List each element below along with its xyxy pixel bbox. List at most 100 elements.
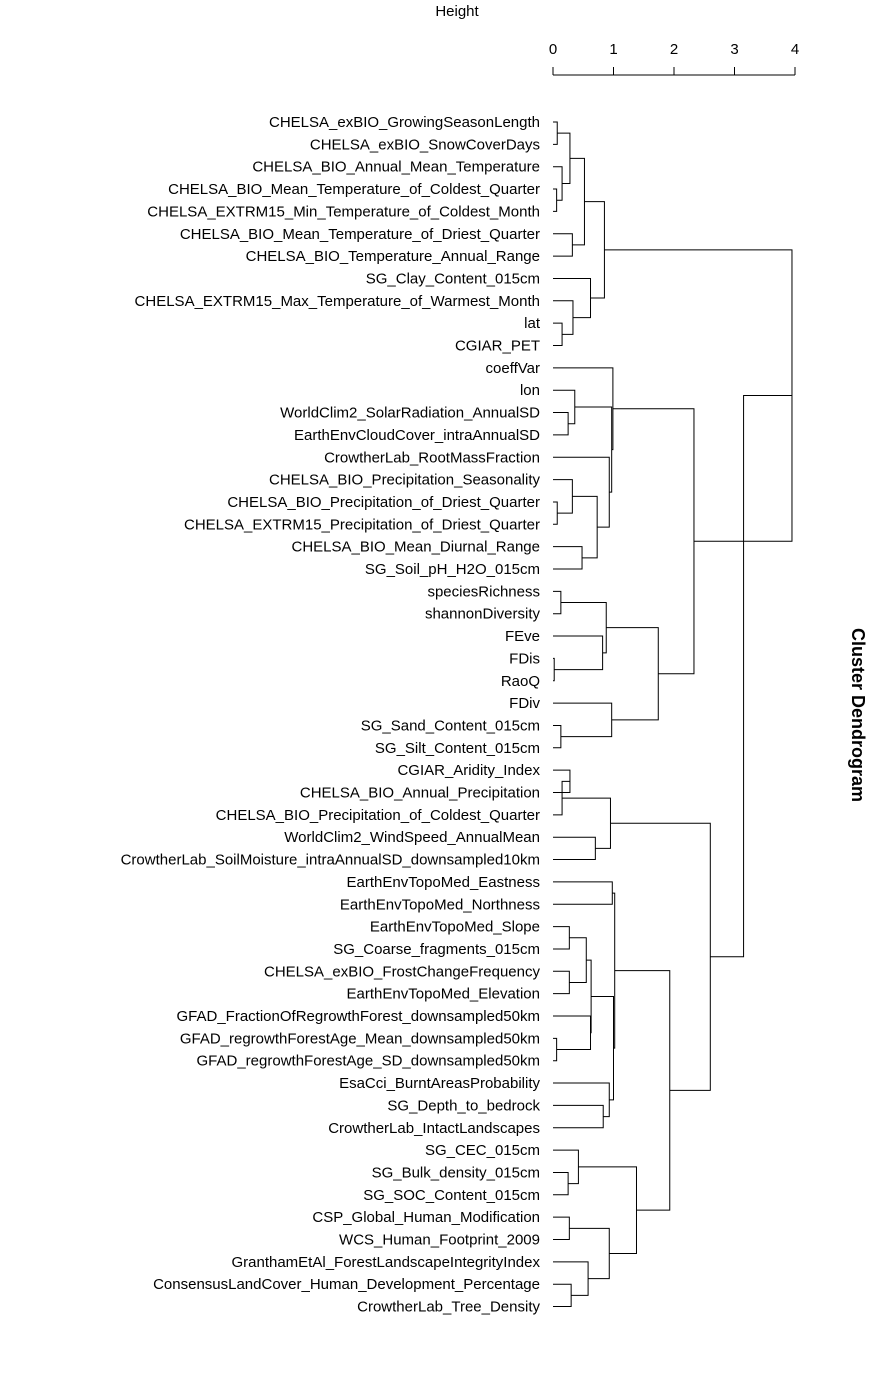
leaf-label: CrowtherLab_SoilMoisture_intraAnnualSD_d…	[121, 852, 540, 869]
dendrogram-link	[614, 970, 671, 1211]
dendrogram-link	[578, 1166, 637, 1254]
dendrogram-link	[553, 322, 563, 346]
leaf-label: CrowtherLab_Tree_Density	[357, 1299, 540, 1316]
leaf-label: CHELSA_exBIO_FrostChangeFrequency	[264, 963, 540, 980]
dendrogram-link	[553, 1082, 610, 1118]
leaf-label: EarthEnvTopoMed_Eastness	[347, 874, 540, 891]
dendrogram-link	[553, 546, 583, 570]
leaf-label: FEve	[505, 628, 540, 645]
dendrogram-link	[553, 300, 574, 335]
dendrogram-link	[553, 881, 613, 905]
leaf-label: WorldClim2_SolarRadiation_AnnualSD	[280, 405, 540, 422]
dendrogram-link	[553, 367, 614, 451]
leaf-label: CHELSA_EXTRM15_Max_Temperature_of_Warmes…	[135, 293, 540, 310]
dendrogram-link	[710, 395, 792, 958]
dendrogram-link	[553, 456, 610, 528]
leaf-label: SG_Depth_to_bedrock	[387, 1097, 540, 1114]
dendrogram-link	[569, 157, 585, 246]
tick-label: 2	[670, 41, 678, 58]
dendrogram-link	[553, 188, 558, 212]
dendrogram-link	[612, 408, 695, 675]
leaf-label: FDiv	[509, 695, 540, 712]
leaf-label: EarthEnvTopoMed_Elevation	[347, 986, 540, 1003]
dendrogram-link	[574, 406, 613, 493]
leaf-label: CHELSA_BIO_Annual_Mean_Temperature	[252, 159, 540, 176]
dendrogram-link	[572, 495, 598, 559]
leaf-label: lat	[524, 315, 541, 332]
dendrogram-link	[553, 412, 569, 436]
leaf-label: shannonDiversity	[425, 606, 541, 623]
dendrogram-link	[553, 1171, 569, 1196]
leaf-label: GranthamEtAl_ForestLandscapeIntegrityInd…	[231, 1254, 540, 1271]
leaf-label: CGIAR_Aridity_Index	[397, 762, 540, 779]
leaf-label: WCS_Human_Footprint_2009	[339, 1232, 540, 1249]
leaf-label: coeffVar	[486, 360, 540, 377]
tick-label: 0	[549, 41, 557, 58]
leaf-label: GFAD_regrowthForestAge_SD_downsampled50k…	[197, 1053, 541, 1070]
leaf-label: GFAD_FractionOfRegrowthForest_downsample…	[177, 1008, 541, 1025]
leaf-label: speciesRichness	[427, 583, 540, 600]
dendrogram-link	[553, 970, 570, 995]
leaf-label: CrowtherLab_RootMassFraction	[324, 449, 540, 466]
leaf-label: CHELSA_BIO_Precipitation_of_Driest_Quart…	[227, 494, 540, 511]
dendrogram-link	[606, 627, 659, 721]
dendrogram-link	[553, 836, 596, 861]
leaf-label: CHELSA_BIO_Temperature_Annual_Range	[246, 248, 540, 265]
leaf-label: EarthEnvTopoMed_Northness	[340, 896, 540, 913]
dendrogram-link	[553, 166, 563, 201]
leaf-label: EarthEnvCloudCover_intraAnnualSD	[294, 427, 540, 444]
leaf-label: CHELSA_EXTRM15_Precipitation_of_Driest_Q…	[184, 516, 540, 533]
leaf-label: CHELSA_BIO_Mean_Temperature_of_Coldest_Q…	[168, 181, 540, 198]
leaf-label: CHELSA_BIO_Mean_Temperature_of_Driest_Qu…	[180, 226, 540, 243]
leaf-label: CHELSA_exBIO_GrowingSeasonLength	[269, 114, 540, 131]
leaf-label: CHELSA_BIO_Mean_Diurnal_Range	[292, 539, 540, 556]
dendrogram-link	[569, 937, 587, 983]
dendrogram-link	[553, 926, 570, 950]
dendrogram-link	[553, 635, 604, 671]
dendrogram-link	[553, 1149, 579, 1185]
tick-label: 3	[730, 41, 738, 58]
dendrogram-link	[553, 1037, 558, 1062]
dendrogram-link	[553, 233, 573, 257]
leaf-label: ConsensusLandCover_Human_Development_Per…	[153, 1276, 540, 1293]
dendrogram-link	[553, 1015, 592, 1051]
dendrogram-link	[553, 1283, 572, 1308]
dendrogram-link	[553, 277, 592, 319]
dendrogram-link	[553, 724, 562, 749]
dendrogram-link	[591, 995, 614, 1101]
dendrogram-link	[557, 132, 571, 184]
dendrogram-link	[553, 121, 558, 145]
dendrogram-link	[562, 797, 611, 849]
leaf-label: SG_Coarse_fragments_015cm	[333, 941, 540, 958]
leaf-label: GFAD_regrowthForestAge_Mean_downsampled5…	[180, 1030, 540, 1047]
leaf-label: CHELSA_BIO_Annual_Precipitation	[300, 785, 540, 802]
leaf-label: CSP_Global_Human_Modification	[312, 1209, 540, 1226]
leaf-label: SG_CEC_015cm	[425, 1142, 540, 1159]
dendrogram-link	[553, 479, 573, 514]
dendrogram-link	[553, 1216, 570, 1240]
leaf-label: RaoQ	[501, 673, 540, 690]
dendrogram-links	[553, 121, 793, 1308]
leaf-label: CHELSA_BIO_Precipitation_Seasonality	[269, 472, 540, 489]
leaf-label: CHELSA_BIO_Precipitation_of_Coldest_Quar…	[216, 807, 540, 824]
leaf-label: CGIAR_PET	[455, 338, 540, 355]
leaf-label: CrowtherLab_IntactLandscapes	[328, 1120, 540, 1137]
dendrogram-link	[553, 501, 558, 525]
chart-title: Cluster Dendrogram	[848, 628, 868, 802]
dendrogram-link	[553, 702, 613, 738]
leaf-label: EsaCci_BurntAreasProbability	[339, 1075, 540, 1092]
leaf-label: SG_Clay_Content_015cm	[366, 270, 540, 287]
leaf-labels: CHELSA_exBIO_GrowingSeasonLength CHELSA_e…	[121, 114, 541, 1316]
leaf-label: CHELSA_EXTRM15_Min_Temperature_of_Coldes…	[147, 203, 540, 220]
dendrogram-link	[584, 201, 605, 299]
leaf-label: SG_SOC_Content_015cm	[363, 1187, 540, 1204]
dendrogram-link	[553, 389, 576, 425]
dendrogram-link	[553, 1104, 604, 1129]
leaf-label: FDis	[509, 650, 540, 667]
leaf-label: EarthEnvTopoMed_Slope	[370, 919, 540, 936]
leaf-label: SG_Silt_Content_015cm	[375, 740, 540, 757]
leaf-label: lon	[520, 382, 540, 399]
axis-title: Height	[435, 3, 479, 20]
dendrogram-link	[560, 602, 607, 654]
